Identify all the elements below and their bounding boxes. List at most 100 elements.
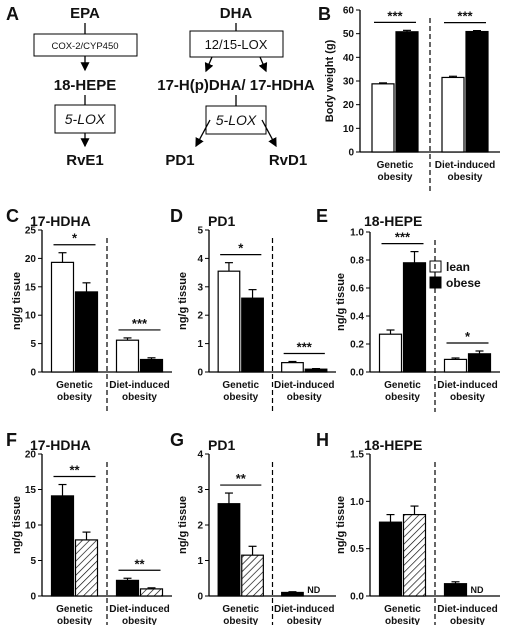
legend-label-lean: lean — [446, 260, 470, 274]
dha-arrow-4a — [195, 119, 211, 148]
sig-label-b-0: *** — [387, 8, 403, 23]
y-tick-label-e-3: 0.6 — [350, 284, 364, 295]
group-label-e-0-1: obesity — [385, 392, 420, 403]
bar-b-0-0 — [371, 83, 395, 153]
y-tick-label-d-5: 5 — [197, 226, 203, 237]
sig-label-f-1: ** — [134, 556, 145, 571]
group-label-c-0-0: Genetic — [56, 380, 93, 391]
y-tick-label-h-2: 1.0 — [350, 497, 364, 508]
y-axis-label-d: ng/g tissue — [177, 272, 189, 330]
group-label-f-1-0: Diet-induced — [109, 604, 170, 615]
nd-label-h-1: ND — [471, 585, 484, 595]
bar-h-0-0 — [378, 521, 403, 597]
panel-letter-f: F — [6, 430, 17, 450]
bar-d-0-1 — [241, 297, 264, 373]
y-tick-label-g-1: 1 — [197, 556, 203, 567]
panel-letter-h: H — [316, 430, 329, 450]
y-tick-label-c-1: 5 — [30, 339, 36, 350]
group-label-c-1-0: Diet-induced — [109, 380, 170, 391]
y-tick-label-f-0: 0 — [30, 592, 36, 603]
hdha-label: 17-H(p)DHA/ 17-HDHA — [157, 77, 315, 94]
dha-enzyme-label: 12/15-LOX — [205, 37, 268, 52]
y-tick-label-c-3: 15 — [25, 282, 37, 293]
bar-b-1-1 — [465, 30, 489, 153]
bar-f-0-1 — [74, 539, 99, 597]
bar-b-0-1 — [395, 31, 419, 153]
group-label-d-1-0: Diet-induced — [274, 380, 335, 391]
dha-arrow-2b — [258, 56, 268, 73]
panel-title-g: PD1 — [208, 437, 235, 453]
y-tick-label-b-4: 40 — [343, 53, 355, 64]
group-label-h-0-0: Genetic — [384, 604, 421, 615]
y-tick-label-f-4: 20 — [25, 450, 37, 461]
pd1-label: PD1 — [165, 152, 194, 169]
group-label-g-1-1: obesity — [287, 616, 322, 625]
y-tick-label-g-4: 4 — [197, 450, 203, 461]
y-tick-label-d-1: 1 — [197, 339, 203, 350]
panel-title-f: 17-HDHA — [30, 437, 91, 453]
bar-c-1-1 — [139, 358, 164, 373]
bar-e-1-0 — [443, 358, 468, 373]
sig-label-g-0: ** — [236, 471, 247, 486]
panel-title-h: 18-HEPE — [364, 437, 422, 453]
sig-label-f-0: ** — [69, 463, 80, 478]
group-label-c-0-1: obesity — [57, 392, 92, 403]
y-axis-label-h: ng/g tissue — [335, 496, 347, 554]
panel-letter-e: E — [316, 206, 328, 226]
y-tick-label-g-2: 2 — [197, 521, 203, 532]
y-tick-label-e-4: 0.8 — [350, 256, 364, 267]
bar-h-1-0 — [443, 583, 468, 597]
sig-label-c-1: *** — [132, 316, 148, 331]
y-tick-label-f-2: 10 — [25, 521, 37, 532]
y-tick-label-f-3: 15 — [25, 485, 37, 496]
hepe-label: 18-HEPE — [54, 77, 117, 94]
y-tick-label-b-1: 10 — [343, 124, 355, 135]
sig-label-d-0: * — [238, 241, 244, 256]
group-label-e-0-0: Genetic — [384, 380, 421, 391]
epa-lox-label: 5-LOX — [65, 111, 106, 127]
sig-label-e-1: * — [465, 329, 471, 344]
y-tick-label-b-5: 50 — [343, 29, 355, 40]
y-tick-label-c-0: 0 — [30, 368, 36, 379]
y-tick-label-h-0: 0.0 — [350, 592, 364, 603]
legend: lean obese — [429, 260, 481, 290]
group-label-g-1-0: Diet-induced — [274, 604, 335, 615]
bar-c-0-1 — [74, 291, 99, 373]
y-tick-label-d-4: 4 — [197, 254, 203, 265]
y-tick-label-b-0: 0 — [348, 148, 354, 159]
bar-d-1-0 — [281, 362, 304, 373]
bar-f-1-1 — [139, 588, 164, 597]
group-label-h-1-0: Diet-induced — [437, 604, 498, 615]
group-label-g-0-1: obesity — [223, 616, 258, 625]
bar-e-0-0 — [378, 333, 403, 373]
bar-f-0-0 — [50, 495, 75, 597]
bar-e-0-1 — [402, 262, 427, 373]
bar-g-1-0 — [281, 591, 304, 597]
group-label-g-0-0: Genetic — [222, 604, 259, 615]
panel-letter-c: C — [6, 206, 19, 226]
panel-title-d: PD1 — [208, 213, 235, 229]
group-label-h-0-1: obesity — [385, 616, 420, 625]
epa-label: EPA — [70, 5, 100, 22]
y-tick-label-b-3: 30 — [343, 77, 355, 88]
panel-title-c: 17-HDHA — [30, 213, 91, 229]
panel-letter-b: B — [318, 4, 331, 24]
group-label-f-0-1: obesity — [57, 616, 92, 625]
y-tick-label-g-3: 3 — [197, 485, 203, 496]
bar-c-0-0 — [50, 261, 75, 373]
y-tick-label-d-3: 3 — [197, 282, 203, 293]
dha-enzyme-box — [189, 30, 284, 58]
y-tick-label-e-2: 0.4 — [350, 312, 364, 323]
sig-label-d-1: *** — [297, 339, 313, 354]
y-tick-label-b-2: 20 — [343, 100, 355, 111]
y-tick-label-h-1: 0.5 — [350, 544, 364, 555]
group-label-b-0-0: Genetic — [377, 160, 414, 171]
y-tick-label-h-3: 1.5 — [350, 450, 364, 461]
y-tick-label-c-4: 20 — [25, 254, 37, 265]
bar-f-1-0 — [115, 579, 140, 597]
group-label-h-1-1: obesity — [450, 616, 485, 625]
panel-letter-d: D — [170, 206, 183, 226]
rve1-label: RvE1 — [66, 152, 104, 169]
